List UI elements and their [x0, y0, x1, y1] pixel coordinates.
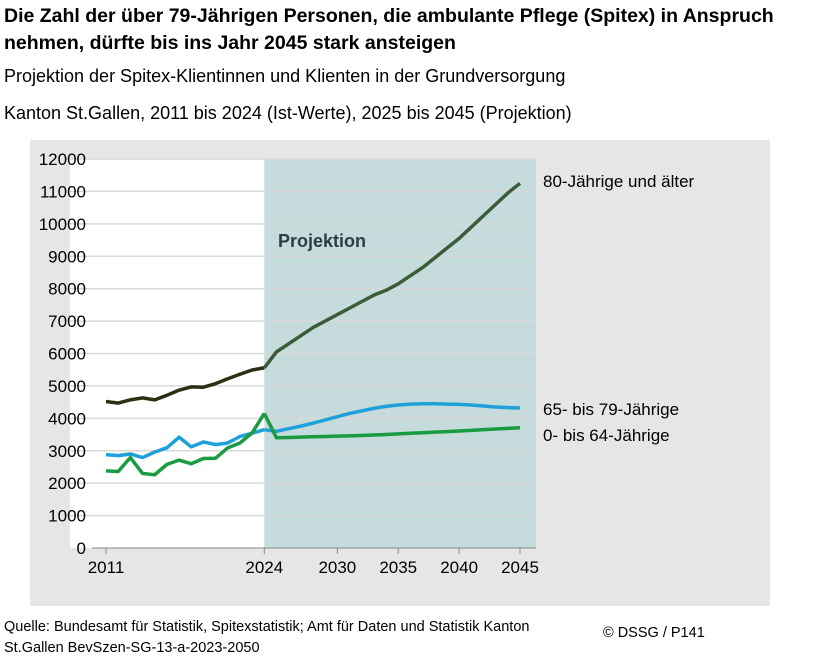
- y-tick-label: 7000: [48, 312, 86, 331]
- series-line-1-actual: [105, 427, 265, 460]
- copyright: © DSSG / P141: [603, 625, 705, 641]
- series-line-1-projection: [264, 401, 521, 434]
- series-line-0-projection: [262, 181, 522, 369]
- y-tick-label: 9000: [48, 247, 86, 266]
- y-tick-label: 11000: [40, 182, 86, 201]
- x-tick-label: 2045: [501, 558, 539, 577]
- x-tick-label: 2040: [440, 558, 478, 577]
- x-tick-label: 2024: [245, 558, 283, 577]
- x-tick-label: 2035: [379, 558, 417, 577]
- chart-subtitle-2: Kanton St.Gallen, 2011 bis 2024 (Ist-Wer…: [4, 103, 572, 123]
- series-line-2-projection: [262, 412, 521, 440]
- y-tick-label: 8000: [48, 280, 86, 299]
- chart-subtitle: Projektion der Spitex-Klientinnen und Kl…: [4, 66, 566, 86]
- series-label: 80-Jährige und älter: [543, 172, 695, 191]
- chart-title: Die Zahl der über 79-Jährigen Personen, …: [4, 5, 774, 54]
- y-tick-label: 0: [77, 539, 86, 558]
- y-tick-label: 3000: [48, 442, 86, 461]
- series-line-0-actual: [105, 366, 265, 405]
- x-tick-label: 2011: [88, 558, 125, 577]
- series-line-2-actual: [105, 412, 266, 477]
- series-label: 65- bis 79-Jährige: [543, 400, 679, 419]
- y-tick-label: 4000: [48, 409, 86, 428]
- source-note: Quelle: Bundesamt für Statistik, Spitexs…: [4, 619, 530, 656]
- projection-label: Projektion: [278, 231, 366, 251]
- y-tick-label: 10000: [39, 215, 86, 234]
- y-tick-label: 5000: [48, 377, 86, 396]
- series-label: 0- bis 64-Jährige: [543, 426, 670, 445]
- x-tick-label: 2030: [318, 558, 356, 577]
- y-tick-label: 12000: [39, 150, 86, 169]
- y-tick-label: 1000: [48, 507, 86, 526]
- y-tick-label: 6000: [48, 345, 86, 364]
- y-tick-label: 2000: [48, 474, 86, 493]
